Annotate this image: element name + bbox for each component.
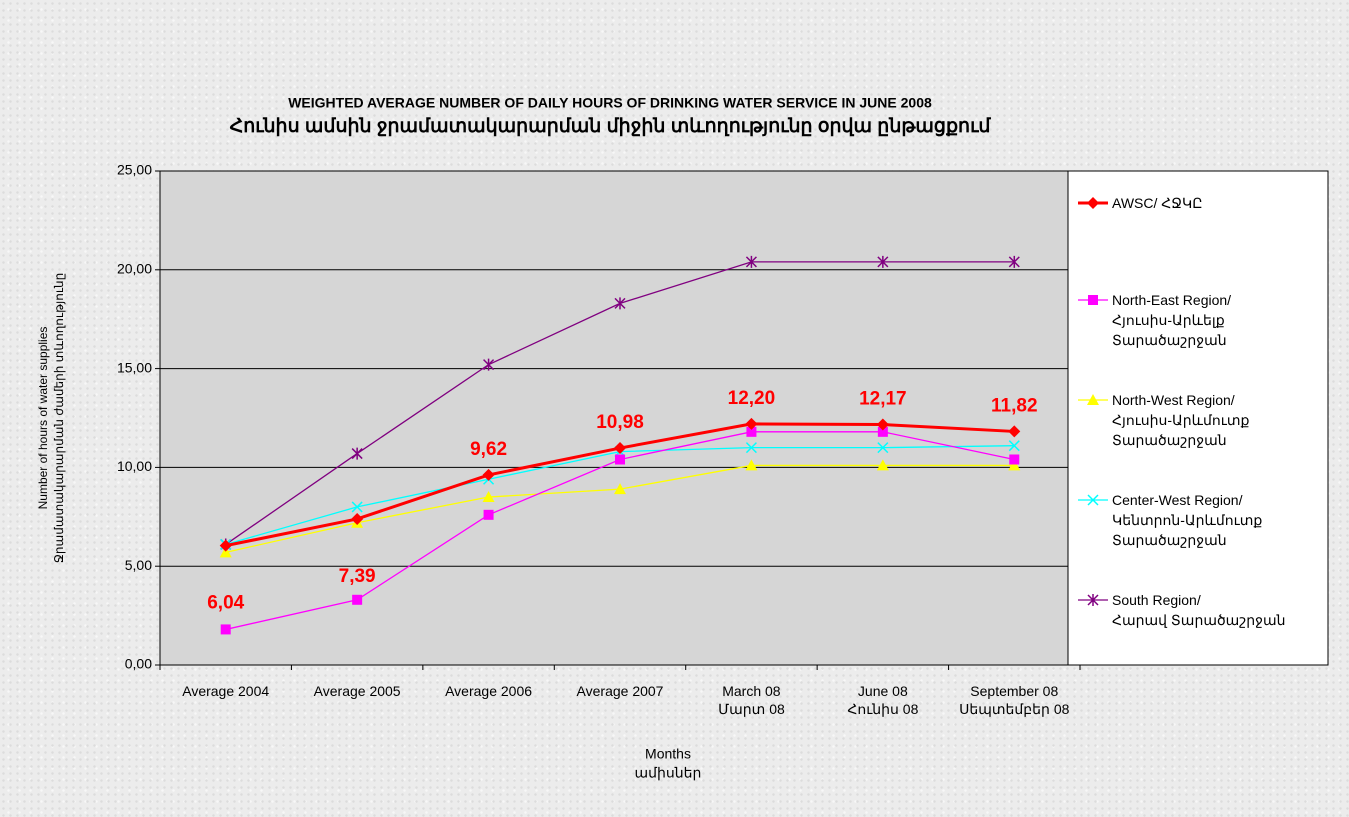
marker bbox=[877, 426, 888, 437]
x-tick-label: June 08 Հունիս 08 bbox=[847, 683, 919, 717]
data-label: 12,17 bbox=[859, 389, 907, 410]
marker bbox=[1008, 440, 1020, 452]
marker bbox=[351, 501, 363, 513]
marker bbox=[351, 512, 364, 525]
y-tick-label: 5,00 bbox=[125, 557, 152, 573]
marker bbox=[614, 483, 626, 495]
marker bbox=[877, 255, 889, 268]
marker bbox=[352, 594, 363, 605]
marker bbox=[351, 447, 363, 460]
x-tick-label: September 08 Սեպտեմբեր 08 bbox=[959, 683, 1070, 717]
data-label: 11,82 bbox=[991, 395, 1038, 416]
legend-label: AWSC/ ՀՋԿԸ bbox=[1112, 195, 1203, 211]
y-tick-label: 25,00 bbox=[117, 162, 152, 178]
marker bbox=[1088, 295, 1098, 305]
marker bbox=[745, 417, 758, 430]
y-tick-label: 10,00 bbox=[117, 458, 152, 474]
marker bbox=[877, 442, 889, 454]
x-tick-label: Average 2006 bbox=[445, 683, 533, 699]
x-tick-label: Average 2007 bbox=[576, 683, 664, 699]
marker bbox=[876, 418, 889, 431]
marker bbox=[615, 454, 625, 465]
marker bbox=[614, 297, 626, 310]
marker bbox=[745, 459, 758, 471]
plot-area bbox=[159, 170, 1081, 666]
y-tick-label: 20,00 bbox=[117, 261, 152, 277]
marker bbox=[483, 358, 495, 371]
marker bbox=[614, 442, 626, 455]
x-tick-label: Average 2005 bbox=[313, 683, 401, 699]
legend bbox=[1067, 170, 1329, 666]
marker bbox=[1008, 459, 1021, 471]
marker bbox=[1087, 494, 1099, 506]
legend-label: South Region/ Հարավ Տարածաշրջան bbox=[1112, 592, 1286, 628]
marker bbox=[1008, 425, 1021, 438]
x-axis-label: Months bbox=[645, 746, 691, 762]
marker bbox=[745, 255, 757, 268]
marker bbox=[483, 509, 494, 520]
marker bbox=[1087, 594, 1099, 606]
data-label: 6,04 bbox=[207, 593, 244, 614]
series bbox=[220, 255, 1020, 551]
data-label: 7,39 bbox=[339, 566, 376, 587]
y-tick-label: 0,00 bbox=[125, 656, 152, 672]
marker bbox=[219, 546, 232, 558]
marker bbox=[220, 624, 231, 635]
data-label: 10,98 bbox=[596, 412, 644, 433]
marker bbox=[1008, 255, 1020, 268]
series bbox=[220, 426, 1020, 635]
legend-label: North-West Region/ Հյուսիս-Արևմուտք Տարա… bbox=[1112, 392, 1250, 448]
marker bbox=[1087, 197, 1099, 209]
series bbox=[219, 417, 1021, 552]
marker bbox=[745, 442, 757, 454]
marker bbox=[876, 459, 889, 471]
marker bbox=[1009, 454, 1020, 465]
chart-title: WEIGHTED AVERAGE NUMBER OF DAILY HOURS O… bbox=[288, 95, 932, 111]
y-axis-label: Number of hours of water supplies bbox=[36, 327, 50, 510]
marker bbox=[219, 539, 232, 552]
y-axis-label: Ջրամատակարարման ժամերի տևողությունը bbox=[52, 273, 66, 564]
x-axis-label: ամիսներ bbox=[635, 765, 702, 781]
marker bbox=[482, 468, 495, 481]
marker bbox=[1087, 394, 1099, 405]
x-tick-label: March 08 Մարտ 08 bbox=[718, 683, 785, 717]
marker bbox=[746, 426, 757, 437]
data-label: 12,20 bbox=[728, 388, 776, 409]
x-tick-label: Average 2004 bbox=[182, 683, 270, 699]
y-tick-label: 15,00 bbox=[117, 359, 152, 375]
marker bbox=[482, 491, 495, 503]
legend-label: Center-West Region/ Կենտրոն-Արևմուտք Տար… bbox=[1112, 492, 1263, 548]
chart-subtitle: Հունիս ամսին ջրամատակարարման միջին տևողո… bbox=[230, 116, 992, 137]
legend-label: North-East Region/ Հյուսիս-Արևելք Տարածա… bbox=[1112, 292, 1232, 348]
data-label: 9,62 bbox=[470, 439, 507, 460]
